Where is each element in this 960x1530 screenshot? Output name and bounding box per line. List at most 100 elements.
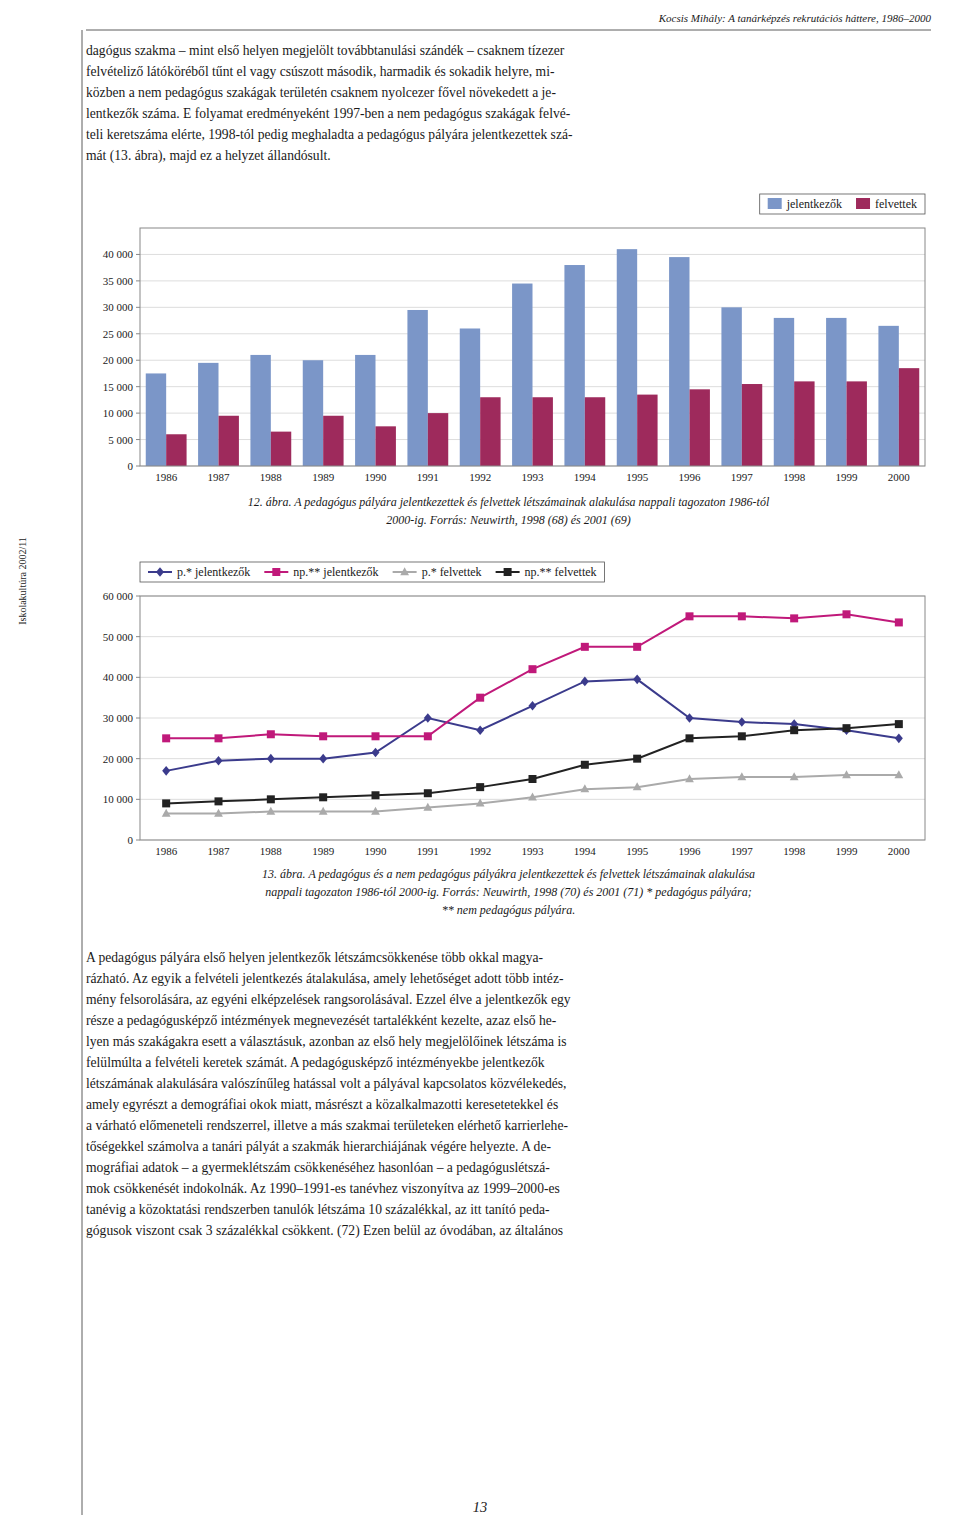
x-tick-label: 1989 (312, 845, 335, 857)
series-line (166, 614, 899, 738)
y-tick-label: 30 000 (103, 301, 134, 313)
marker (476, 799, 485, 807)
y-tick-label: 25 000 (103, 328, 134, 340)
marker (581, 761, 589, 769)
bar (407, 310, 427, 466)
marker (371, 807, 380, 815)
marker (686, 713, 694, 723)
y-tick-label: 5 000 (108, 434, 133, 446)
legend-label: np.** jelentkezők (293, 565, 378, 579)
caption: 12. ábra. A pedagógus pályára jelentkeze… (248, 495, 770, 509)
marker (686, 734, 694, 742)
body-text: létszámának alakulására valószínűleg hat… (86, 1076, 567, 1091)
x-tick-label: 1990 (365, 845, 388, 857)
legend-label: p.* felvettek (422, 565, 482, 579)
legend-label: np.** felvettek (525, 565, 597, 579)
x-tick-label: 1991 (417, 471, 439, 483)
marker (790, 772, 799, 780)
marker (843, 724, 851, 732)
marker (685, 774, 694, 782)
y-tick (136, 280, 140, 281)
y-tick-label: 0 (128, 834, 134, 846)
body-text: része a pedagógusképző intézmények megne… (86, 1013, 557, 1028)
marker (738, 732, 746, 740)
y-tick-label: 50 000 (103, 631, 134, 643)
x-tick-label: 1988 (260, 845, 283, 857)
body-text: felvételiző látóköréből tűnt el vagy csú… (86, 64, 555, 79)
chart-bar: 05 00010 00015 00020 00025 00030 00035 0… (103, 194, 925, 527)
y-tick (136, 840, 140, 841)
y-tick (136, 718, 140, 719)
x-tick-label: 1987 (208, 471, 231, 483)
y-tick-label: 20 000 (103, 354, 134, 366)
x-tick-label: 1999 (836, 471, 859, 483)
marker (686, 612, 694, 620)
marker (214, 809, 223, 817)
x-tick-label: 1991 (417, 845, 439, 857)
marker (266, 807, 275, 815)
legend: p.* jelentkezőknp.** jelentkezőkp.* felv… (140, 562, 605, 582)
y-tick-label: 60 000 (103, 590, 134, 602)
legend-frame (760, 194, 925, 214)
marker (476, 725, 484, 735)
x-tick-label: 1986 (155, 471, 178, 483)
y-tick (136, 333, 140, 334)
caption: 2000-ig. Forrás: Neuwirth, 1998 (68) és … (386, 513, 630, 527)
bar (899, 368, 919, 466)
bar (794, 381, 814, 466)
marker (424, 713, 432, 723)
legend-label: felvettek (875, 197, 917, 211)
marker (215, 734, 223, 742)
y-tick-label: 10 000 (103, 407, 134, 419)
bar (198, 363, 218, 466)
body-text: lentkezők száma. E folyamat eredményekén… (86, 106, 571, 121)
legend-label: jelentkezők (786, 197, 842, 211)
series-line (166, 724, 899, 803)
caption: nappali tagozaton 1986-tól 2000-ig. Forr… (265, 885, 751, 899)
bar (355, 355, 375, 466)
header-rule (86, 30, 931, 31)
legend-marker (504, 568, 512, 576)
plot-frame (140, 596, 925, 840)
legend-swatch (856, 198, 870, 209)
marker (895, 734, 903, 744)
marker (215, 756, 223, 766)
x-tick-label: 2000 (888, 471, 911, 483)
y-tick (136, 677, 140, 678)
legend-marker (272, 568, 280, 576)
y-tick (136, 466, 140, 467)
left-rule (82, 30, 83, 1515)
plot-marks (162, 610, 903, 816)
y-tick-label: 15 000 (103, 381, 134, 393)
body-text: a várható előmeneteli rendszerrel, illet… (86, 1118, 568, 1133)
body-text: mok csökkenését indokolnák. Az 1990–1991… (86, 1181, 560, 1196)
bar (669, 257, 689, 466)
legend-item: np.** jelentkezők (264, 565, 378, 579)
y-tick-label: 10 000 (103, 793, 134, 805)
y-tick (136, 758, 140, 759)
body-text: tanévig a közoktatási rendszerben tanuló… (86, 1202, 550, 1217)
legend-frame (140, 562, 605, 582)
bar (721, 307, 741, 466)
marker (372, 791, 380, 799)
body-text: tőségekkel számolva a tanári pályát a sz… (86, 1139, 551, 1154)
marker (215, 797, 223, 805)
series-line (166, 775, 899, 814)
marker (580, 784, 589, 792)
x-tick-label: 1987 (208, 845, 231, 857)
x-tick-label: 1998 (783, 845, 806, 857)
marker (895, 720, 903, 728)
marker (738, 612, 746, 620)
marker (529, 701, 537, 711)
bar (533, 397, 553, 466)
bar (512, 284, 532, 466)
y-tick-label: 0 (128, 460, 134, 472)
y-tick (136, 307, 140, 308)
body-text: mát (13. ábra), majd ez a helyzet álland… (86, 148, 331, 164)
bar (250, 355, 270, 466)
y-tick (136, 413, 140, 414)
body-text: A pedagógus pályára első helyen jelentke… (86, 950, 544, 965)
x-tick-label: 1996 (679, 471, 702, 483)
bar (146, 373, 166, 466)
marker (162, 809, 171, 817)
